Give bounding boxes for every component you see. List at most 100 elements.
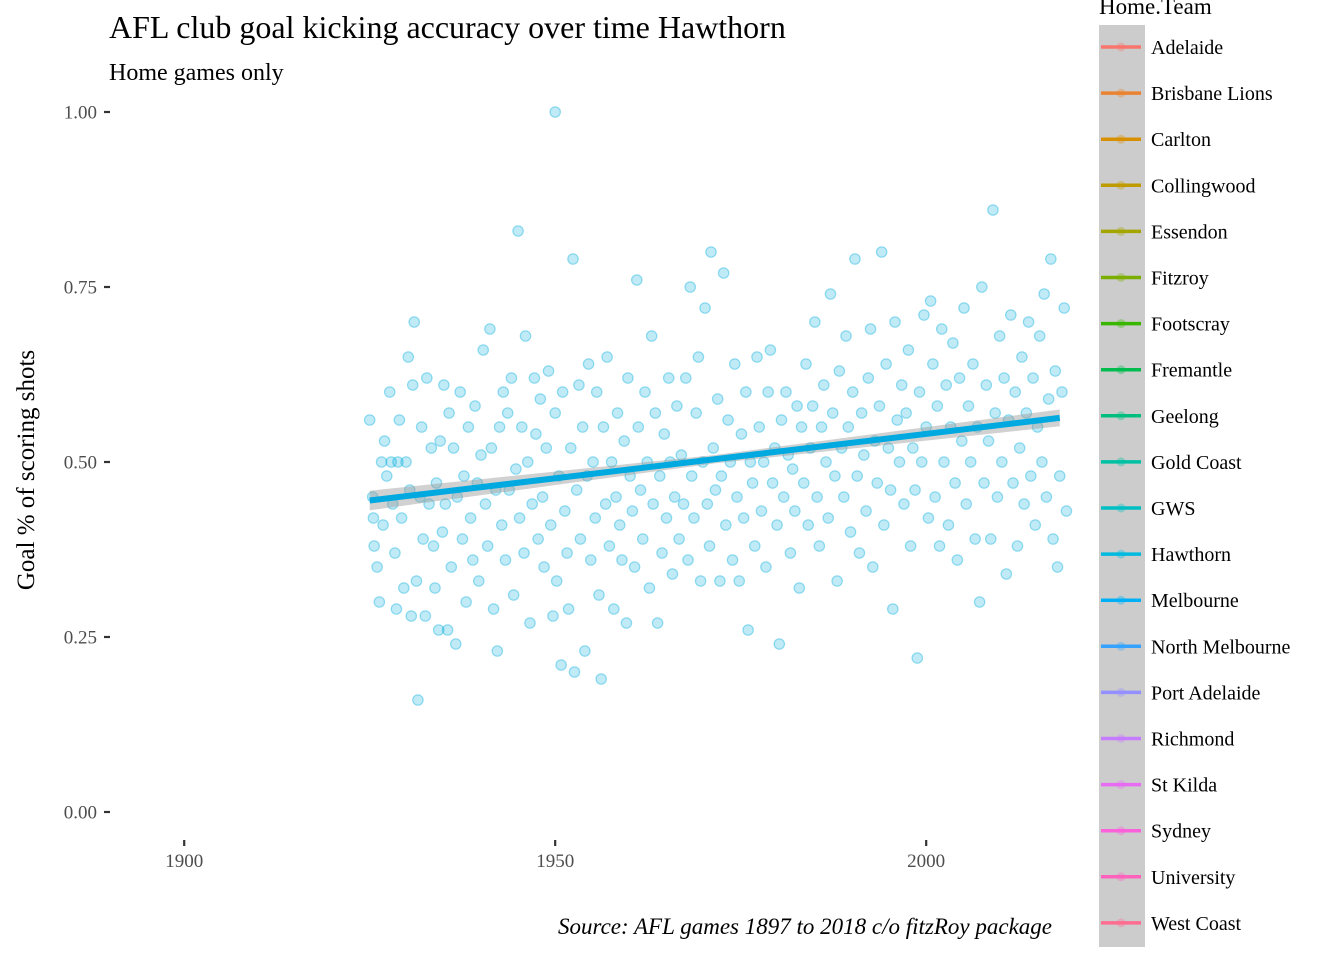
data-point [393, 414, 406, 426]
data-point [597, 421, 610, 433]
data-point [889, 316, 901, 328]
data-point [682, 554, 694, 566]
legend-label: Footscray [1151, 314, 1230, 336]
data-point [746, 477, 759, 489]
data-point [549, 407, 561, 419]
data-point [647, 498, 659, 510]
legend-label: Melbourne [1151, 590, 1239, 612]
data-point [443, 407, 455, 419]
legend-label: Hawthorn [1151, 544, 1231, 566]
data-point [711, 393, 724, 405]
data-point [791, 400, 803, 412]
data-point [636, 533, 649, 545]
data-point [611, 407, 624, 419]
data-point [550, 575, 563, 587]
data-point [960, 498, 973, 510]
data-point [380, 470, 393, 482]
legend-key-point [1116, 88, 1126, 98]
data-point [780, 386, 792, 398]
data-point [958, 302, 970, 314]
data-point [673, 533, 685, 545]
data-point [458, 470, 470, 482]
legend-item: Hawthorn [1101, 544, 1231, 566]
legend-key-point [1116, 365, 1126, 375]
data-point [389, 547, 401, 559]
legend-item: North Melbourne [1101, 636, 1291, 658]
data-point [589, 512, 602, 524]
data-point [415, 421, 428, 433]
x-tick-label: 2000 [907, 851, 945, 872]
legend-key-point [1116, 273, 1126, 282]
data-point [728, 358, 741, 370]
data-point [441, 624, 454, 636]
data-point [735, 428, 748, 440]
data-point [900, 407, 912, 419]
legend-key-background [1099, 25, 1145, 947]
data-point [813, 540, 826, 552]
legend-key-point [1116, 226, 1126, 236]
y-axis: 0.00 0.25 0.50 0.75 1.00 [64, 103, 110, 824]
data-point [438, 379, 450, 391]
data-point [949, 477, 961, 489]
data-point [909, 484, 921, 496]
data-point [846, 386, 859, 398]
legend-item: Adelaide [1101, 37, 1223, 59]
data-point [967, 358, 979, 370]
data-point [829, 470, 841, 482]
data-point [809, 316, 821, 328]
data-point [701, 498, 714, 510]
data-point [556, 386, 569, 398]
data-point [622, 372, 634, 384]
data-point [484, 323, 496, 335]
data-point [603, 540, 616, 552]
legend-key-point [1116, 319, 1126, 329]
legend-item: Carlton [1101, 129, 1211, 151]
data-point [467, 554, 479, 566]
data-point [924, 295, 937, 307]
data-point [568, 666, 581, 678]
scatter-points [363, 106, 1073, 706]
data-point [1011, 540, 1024, 552]
data-point [367, 512, 380, 524]
data-point [802, 519, 815, 531]
data-point [599, 498, 612, 510]
data-point [469, 400, 481, 412]
data-point [980, 379, 993, 391]
data-point [479, 498, 492, 510]
legend-label: Geelong [1151, 406, 1219, 428]
data-point [1029, 519, 1042, 531]
data-point [658, 428, 671, 440]
data-point [755, 505, 768, 517]
data-point [363, 414, 376, 426]
y-tick-label: 0.75 [64, 278, 97, 299]
legend-label: Carlton [1151, 129, 1211, 151]
legend-key-point [1116, 457, 1126, 467]
data-point [654, 470, 666, 482]
data-point [951, 554, 964, 566]
legend-label: GWS [1151, 498, 1195, 520]
legend-item: West Coast [1101, 913, 1241, 935]
data-point [942, 519, 955, 531]
data-point [375, 456, 388, 468]
data-point [929, 491, 941, 503]
data-point [518, 547, 530, 559]
data-point [620, 617, 633, 629]
data-point [495, 519, 508, 531]
data-point [726, 554, 739, 566]
data-point [481, 540, 494, 552]
data-point [1051, 561, 1064, 573]
legend-item: Collingwood [1101, 175, 1255, 197]
data-point [976, 281, 988, 293]
data-point [593, 589, 605, 601]
data-point [984, 533, 997, 545]
data-point [643, 582, 656, 594]
data-point [378, 435, 391, 447]
data-point [662, 372, 675, 384]
legend-label: North Melbourne [1151, 636, 1291, 658]
data-point [1009, 386, 1022, 398]
data-point [933, 540, 946, 552]
legend-label: Richmond [1151, 729, 1234, 751]
data-point [534, 393, 547, 405]
data-point [784, 547, 797, 559]
y-tick-label: 0.25 [64, 628, 97, 649]
